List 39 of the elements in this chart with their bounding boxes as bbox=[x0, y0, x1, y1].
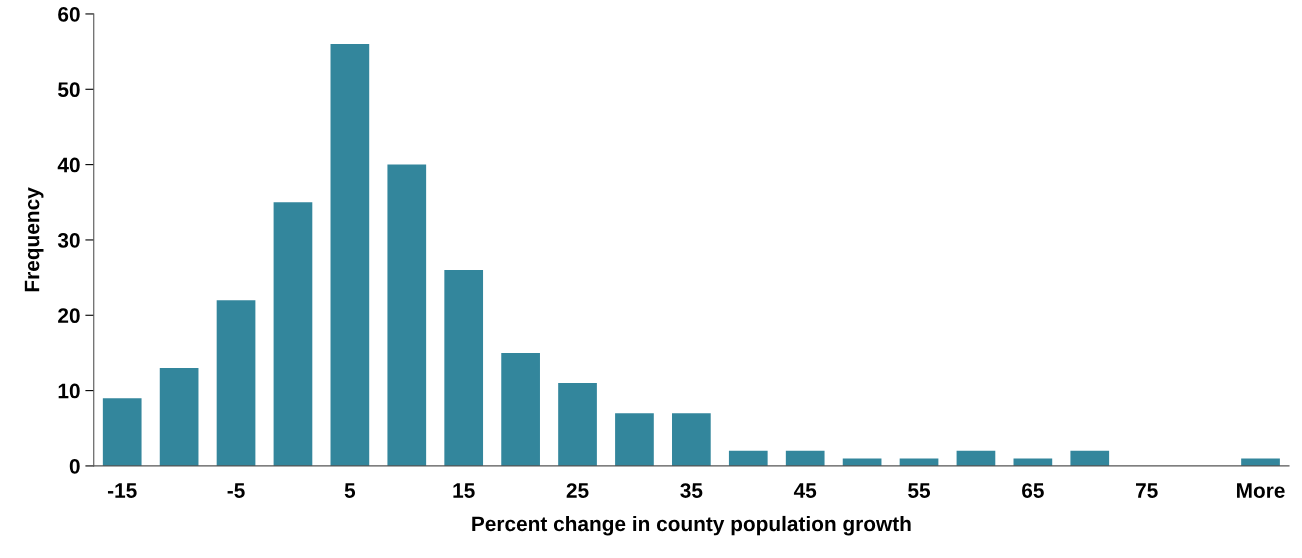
x-tick-label: 25 bbox=[566, 483, 589, 498]
x-tick-label: -5 bbox=[227, 483, 245, 498]
x-tick-label: -15 bbox=[107, 483, 137, 498]
bar bbox=[1241, 458, 1280, 466]
y-tick-label: 10 bbox=[58, 383, 80, 399]
bar bbox=[387, 164, 427, 466]
bar bbox=[1013, 458, 1053, 466]
y-axis-title: Frequency bbox=[24, 187, 44, 292]
bar bbox=[672, 413, 711, 466]
bar bbox=[1070, 450, 1110, 466]
y-tick-label: 40 bbox=[57, 157, 80, 173]
bar bbox=[615, 413, 654, 466]
bar bbox=[842, 458, 882, 466]
y-tick-label: 60 bbox=[58, 6, 80, 22]
y-tick-label: 50 bbox=[58, 82, 80, 98]
bar bbox=[159, 368, 199, 466]
x-tick-label: 75 bbox=[1136, 483, 1158, 498]
x-tick-label: 65 bbox=[1022, 483, 1044, 498]
bar bbox=[501, 352, 540, 466]
bar bbox=[273, 202, 313, 466]
x-tick-label: 55 bbox=[908, 483, 931, 498]
bar bbox=[785, 450, 825, 466]
y-tick-label: 0 bbox=[69, 458, 80, 474]
x-tick-label: More bbox=[1237, 483, 1285, 498]
x-tick-label: 35 bbox=[680, 483, 703, 498]
bar bbox=[330, 44, 370, 466]
x-tick-label: 45 bbox=[793, 483, 817, 498]
bar bbox=[102, 398, 142, 466]
bar bbox=[956, 450, 996, 466]
x-tick-label: 5 bbox=[344, 483, 356, 498]
bar bbox=[899, 458, 939, 466]
y-tick-label: 30 bbox=[57, 232, 80, 248]
bar bbox=[728, 450, 768, 466]
x-axis-title: Percent change in county population growth bbox=[472, 515, 911, 536]
bar bbox=[558, 383, 597, 466]
x-tick-label: 15 bbox=[453, 483, 475, 498]
y-tick-label: 20 bbox=[58, 308, 80, 324]
bar bbox=[444, 270, 484, 466]
bar bbox=[216, 300, 256, 466]
